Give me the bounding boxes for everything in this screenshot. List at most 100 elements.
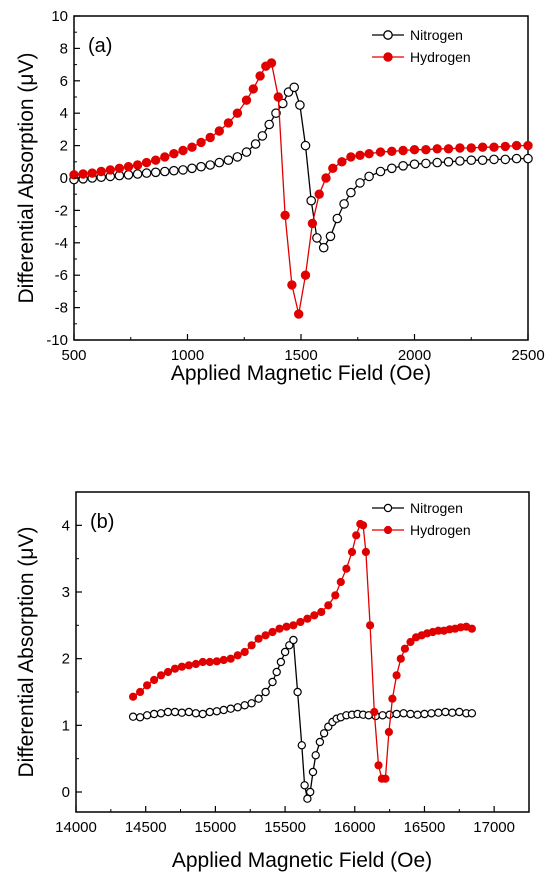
panel-b-point-hydrogen-21 [276, 625, 283, 632]
panel-b-point-nitrogen-22 [277, 658, 284, 665]
panel-a-point-hydrogen-42 [433, 145, 441, 153]
panel-b-series-line-hydrogen [133, 524, 472, 779]
panel-b-point-nitrogen-9 [192, 710, 199, 717]
panel-a-point-nitrogen-8 [142, 169, 150, 177]
panel-b-y-tick-label-1: 1 [62, 717, 70, 734]
panel-a-legend-label-nitrogen: Nitrogen [410, 27, 463, 43]
panel-a-point-hydrogen-11 [170, 150, 178, 158]
panel-b-point-hydrogen-14 [227, 655, 234, 662]
panel-b-point-nitrogen-33 [316, 738, 323, 745]
panel-a-point-hydrogen-3 [97, 167, 105, 175]
panel-b-x-tick-label-2: 15000 [195, 819, 237, 836]
panel-a-point-nitrogen-40 [399, 162, 407, 170]
panel-b-point-hydrogen-16 [241, 648, 248, 655]
panel-a-y-tick-label-2: -6 [55, 267, 68, 284]
panel-b-x-tick-label-3: 15500 [264, 819, 306, 836]
panel-b-point-hydrogen-26 [311, 612, 318, 619]
panel-a-point-hydrogen-30 [315, 190, 323, 198]
panel-a-label: (a) [88, 35, 112, 57]
panel-b-point-hydrogen-10 [199, 658, 206, 665]
panel-b-point-hydrogen-1 [137, 688, 144, 695]
panel-a-y-tick-label-10: 10 [51, 8, 68, 25]
panel-b-point-nitrogen-4 [157, 710, 164, 717]
panel-a-point-nitrogen-45 [456, 157, 464, 165]
panel-b-point-nitrogen-2 [144, 712, 151, 719]
panel-a-point-nitrogen-18 [233, 153, 241, 161]
panel-a-point-nitrogen-43 [433, 158, 441, 166]
panel-a-legend: Nitrogen Hydrogen [372, 27, 471, 65]
panel-a-point-nitrogen-48 [490, 155, 498, 163]
panel-b-point-nitrogen-50 [414, 711, 421, 718]
panel-a-point-nitrogen-17 [224, 156, 232, 164]
panel-a-point-hydrogen-12 [179, 146, 187, 154]
panel-a-point-hydrogen-21 [256, 72, 264, 80]
panel-b-point-nitrogen-53 [435, 709, 442, 716]
panel-a-point-nitrogen-46 [467, 156, 475, 164]
panel-b-point-hydrogen-7 [178, 663, 185, 670]
panel-b-point-nitrogen-8 [185, 708, 192, 715]
panel-b-y-tick-label-0: 0 [62, 784, 70, 801]
panel-a-point-hydrogen-7 [133, 161, 141, 169]
panel-a-x-tick-label-0: 500 [61, 347, 86, 364]
panel-b-point-nitrogen-58 [468, 710, 475, 717]
panel-a-point-hydrogen-17 [224, 119, 232, 127]
panel-a-point-nitrogen-36 [356, 179, 364, 187]
panel-a-point-hydrogen-39 [399, 146, 407, 154]
panel-b-point-nitrogen-21 [273, 668, 280, 675]
panel-a-y-tick-label-1: -8 [55, 300, 68, 317]
panel-b-point-nitrogen-23 [282, 648, 289, 655]
panel-b-x-tick-label-4: 16000 [334, 819, 376, 836]
panel-b-point-hydrogen-44 [393, 672, 400, 679]
panel-b-point-nitrogen-30 [307, 788, 314, 795]
panel-a-point-nitrogen-13 [188, 164, 196, 172]
panel-a-point-hydrogen-44 [456, 144, 464, 152]
panel-a-point-hydrogen-37 [376, 148, 384, 156]
panel-b-point-hydrogen-29 [332, 592, 339, 599]
panel-a-y-tick-label-6: 2 [60, 138, 68, 155]
panel-a-y-tick-label-4: -2 [55, 202, 68, 219]
panel-b-point-hydrogen-0 [130, 693, 137, 700]
panel-b-point-nitrogen-54 [442, 708, 449, 715]
panel-b-label: (b) [90, 511, 114, 533]
panel-a-point-nitrogen-41 [410, 160, 418, 168]
panel-b-point-nitrogen-51 [421, 710, 428, 717]
panel-b-point-nitrogen-52 [428, 710, 435, 717]
panel-b-point-hydrogen-25 [304, 615, 311, 622]
panel-a-point-nitrogen-6 [124, 171, 132, 179]
panel-b-point-hydrogen-11 [206, 658, 213, 665]
panel-b-point-nitrogen-3 [151, 710, 158, 717]
panel-b-point-hydrogen-3 [151, 676, 158, 683]
panel-b-point-hydrogen-19 [262, 632, 269, 639]
panel-b-point-nitrogen-5 [164, 708, 171, 715]
panel-a-point-hydrogen-4 [106, 166, 114, 174]
panel-b-point-nitrogen-6 [171, 708, 178, 715]
panel-b-point-hydrogen-42 [385, 728, 392, 735]
panel-b-point-hydrogen-46 [401, 645, 408, 652]
panel-a-point-hydrogen-16 [215, 127, 223, 135]
panel-b-point-hydrogen-22 [283, 623, 290, 630]
panel-b-point-nitrogen-17 [248, 700, 255, 707]
panel-b-point-nitrogen-20 [269, 678, 276, 685]
panel-a-point-nitrogen-44 [444, 158, 452, 166]
panel-a-point-nitrogen-27 [296, 101, 304, 109]
panel-b-point-hydrogen-18 [255, 635, 262, 642]
panel-b-legend: Nitrogen Hydrogen [372, 500, 471, 538]
panel-b-point-nitrogen-34 [321, 730, 328, 737]
panel-a-point-nitrogen-49 [501, 155, 509, 163]
panel-b-point-nitrogen-31 [309, 768, 316, 775]
panel-b-legend-marker-nitrogen [384, 504, 391, 511]
panel-a-y-tick-label-7: 4 [60, 105, 68, 122]
panel-b-point-nitrogen-46 [386, 711, 393, 718]
panel-b-y-axis-title: Differential Absorption (μV) [15, 527, 38, 778]
panel-a-point-nitrogen-16 [215, 158, 223, 166]
panel-a-point-nitrogen-26 [290, 83, 298, 91]
panel-a-point-hydrogen-43 [444, 145, 452, 153]
panel-b-point-nitrogen-18 [255, 695, 262, 702]
panel-a-point-hydrogen-50 [524, 141, 532, 149]
panel-b-point-hydrogen-24 [297, 618, 304, 625]
panel-b-point-hydrogen-32 [348, 548, 355, 555]
panel-b-point-nitrogen-49 [407, 710, 414, 717]
panel-a-y-axis-title: Differential Absorption (μV) [15, 53, 38, 304]
panel-b-series-layer [130, 520, 476, 802]
